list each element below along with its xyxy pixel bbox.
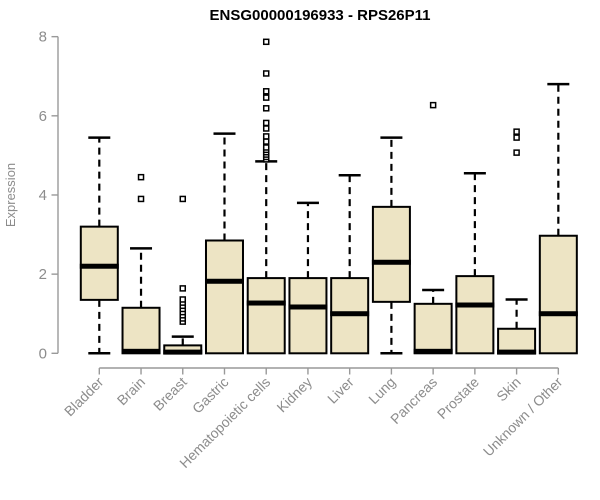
x-tick-label-kidney: Kidney [273, 374, 315, 416]
outlier-point [262, 138, 270, 145]
x-tick-label-skin: Skin [493, 374, 524, 405]
outlier-point [262, 38, 270, 46]
boxplot-skin [497, 128, 537, 355]
x-tick-label-bladder: Bladder [61, 374, 107, 420]
boxplot-unknown-other [538, 82, 578, 355]
y-axis-title: Expression [3, 163, 18, 227]
outlier-point [262, 119, 270, 127]
outlier-point [262, 88, 270, 95]
x-tick-label-lung: Lung [365, 374, 398, 407]
median-line [330, 311, 370, 317]
median-line [538, 311, 578, 317]
median-line [371, 259, 411, 265]
median-line [246, 300, 286, 306]
iqr-box [79, 225, 119, 301]
outlier-point [262, 105, 270, 112]
median-line [163, 349, 203, 355]
boxplot-prostate [455, 171, 495, 355]
outlier-point [513, 128, 520, 135]
iqr-box [371, 205, 411, 303]
boxplot-breast [163, 195, 203, 355]
median-line [455, 302, 495, 308]
outlier-point [262, 144, 270, 151]
boxplot-hematopoietic-cells [246, 38, 286, 355]
chart-title: ENSG00000196933 - RPS26P11 [210, 7, 431, 24]
median-line [413, 348, 453, 354]
y-tick-label: 6 [39, 108, 47, 125]
x-tick-label-brain: Brain [114, 374, 148, 408]
outlier-point [513, 149, 520, 156]
outlier-point [429, 101, 437, 109]
y-tick-label: 4 [39, 187, 47, 204]
y-tick-label: 0 [39, 345, 47, 362]
outlier-point [179, 285, 187, 292]
x-tick-label-liver: Liver [324, 374, 357, 407]
plot-area [79, 38, 578, 355]
iqr-box [538, 234, 578, 355]
median-line [204, 278, 244, 284]
median-line [121, 348, 161, 354]
median-line [79, 263, 119, 269]
iqr-box [246, 277, 286, 355]
boxplot-liver [330, 173, 370, 355]
boxplot-lung [371, 136, 411, 355]
median-line [288, 304, 328, 310]
y-tick-label: 8 [39, 29, 47, 46]
outlier-point [179, 195, 187, 203]
median-line [497, 349, 537, 355]
iqr-box [455, 275, 495, 355]
x-tick-label-unknown-other: Unknown / Other [480, 374, 566, 460]
outlier-point [262, 94, 270, 101]
iqr-box [288, 277, 328, 355]
outlier-point [137, 173, 145, 181]
outlier-point [179, 296, 187, 303]
iqr-box [204, 239, 244, 355]
outlier-point [513, 134, 520, 141]
x-tick-label-prostate: Prostate [434, 374, 482, 422]
iqr-box [121, 306, 161, 355]
iqr-box [413, 302, 453, 355]
outlier-point [262, 125, 270, 132]
boxplot-bladder [79, 136, 119, 355]
outlier-point [262, 133, 270, 140]
y-tick-label: 2 [39, 266, 47, 283]
boxplot-kidney [288, 201, 328, 355]
x-tick-label-breast: Breast [150, 374, 190, 414]
boxplot-gastric [204, 132, 244, 355]
boxplot-pancreas [413, 101, 453, 355]
outlier-point [137, 195, 145, 203]
outlier-point [262, 70, 270, 77]
boxplot-brain [121, 173, 161, 355]
